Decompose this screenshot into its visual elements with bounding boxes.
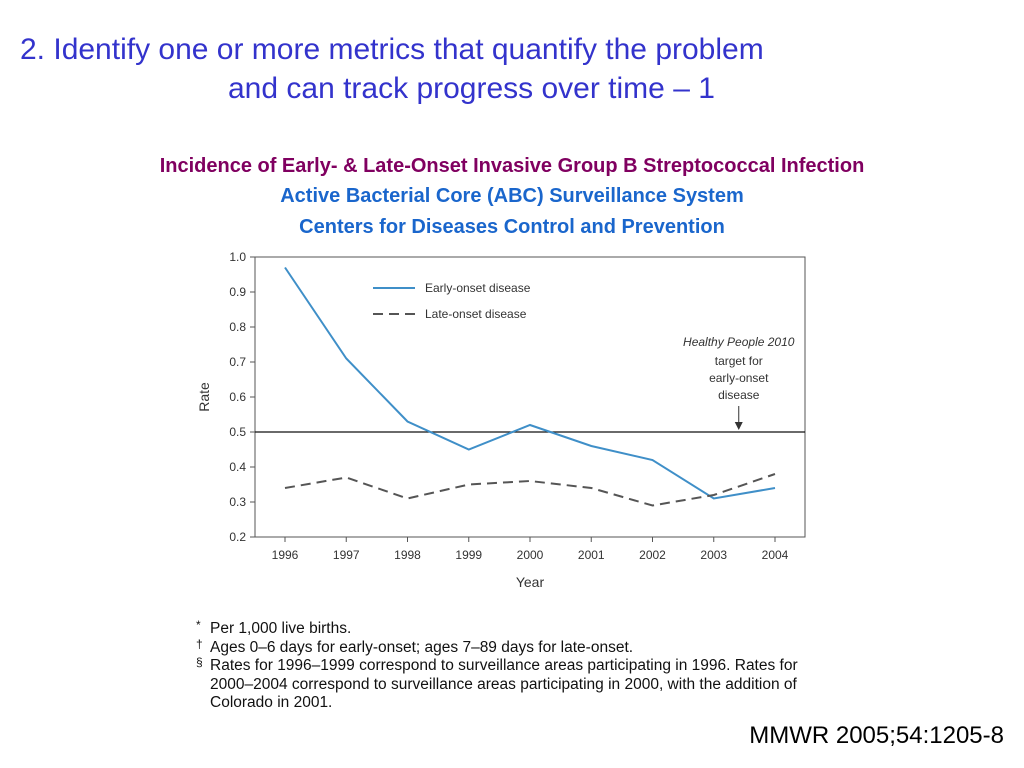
x-tick-label: 2003 (700, 548, 727, 562)
chart-subtitle-incidence: Incidence of Early- & Late-Onset Invasiv… (159, 155, 865, 177)
y-axis-label: Rate (196, 382, 212, 412)
x-tick-label: 2001 (578, 548, 605, 562)
annotation-label: early-onset (709, 371, 769, 385)
footnote-text: Ages 0–6 days for early-onset; ages 7–89… (210, 638, 634, 656)
x-tick-label: 2004 (762, 548, 789, 562)
citation: MMWR 2005;54:1205-8 (749, 722, 1004, 749)
y-tick-label: 0.5 (229, 425, 246, 439)
y-tick-label: 1.0 (229, 250, 246, 264)
y-tick-label: 0.6 (229, 390, 246, 404)
footnote-surveillance-areas: § Rates for 1996–1999 correspond to surv… (196, 655, 816, 713)
annotation-arrow-head (734, 422, 743, 430)
x-tick-label: 1999 (455, 548, 482, 562)
y-tick-label: 0.3 (229, 495, 246, 509)
x-tick-label: 1997 (333, 548, 360, 562)
footnote-mark: † (196, 636, 203, 651)
slide-title: 2. Identify one or more metrics that qua… (0, 30, 1024, 108)
footnote-text: Rates for 1996–1999 correspond to survei… (210, 657, 798, 711)
footnote-text: Per 1,000 live births. (210, 620, 352, 637)
footnote-mark: * (196, 618, 201, 632)
chart-subtitle-cdc: Centers for Diseases Control and Prevent… (299, 216, 725, 238)
chart-subtitle-surveillance-system: Active Bacterial Core (ABC) Surveillance… (280, 185, 744, 207)
legend-label: Early-onset disease (425, 281, 531, 295)
x-tick-label: 1998 (394, 548, 421, 562)
footnote-mark: § (196, 655, 203, 669)
y-tick-label: 0.2 (229, 530, 246, 544)
series-line-late-onset (284, 473, 776, 507)
annotation-label: target for (715, 354, 763, 368)
x-tick-label: 2002 (639, 548, 666, 562)
footnote-per-live-births: * Per 1,000 live births. (196, 618, 816, 639)
x-tick-label: 1996 (272, 548, 299, 562)
y-tick-label: 0.9 (229, 285, 246, 299)
y-tick-label: 0.8 (229, 320, 246, 334)
x-tick-label: 2000 (517, 548, 544, 562)
footnotes: * Per 1,000 live births. † Ages 0–6 days… (196, 618, 816, 713)
slide-title-line-1: 2. Identify one or more metrics that qua… (20, 33, 764, 66)
legend-label: Late-onset disease (425, 307, 527, 321)
y-tick-label: 0.4 (229, 460, 246, 474)
x-axis-label: Year (516, 574, 545, 590)
series-line-early-onset (284, 266, 776, 500)
line-chart: 0.2 0.3 0.4 0.5 0.6 0.7 0.8 0.9 1.0 1996 1997 1998 1… (196, 250, 806, 590)
annotation-label: disease (718, 388, 760, 402)
slide-title-line-2: and can track progress over time – 1 (228, 72, 715, 105)
footnote-ages: † Ages 0–6 days for early-onset; ages 7–… (196, 637, 816, 658)
annotation-italic-label: Healthy People 2010 (683, 335, 795, 349)
y-tick-label: 0.7 (229, 355, 246, 369)
